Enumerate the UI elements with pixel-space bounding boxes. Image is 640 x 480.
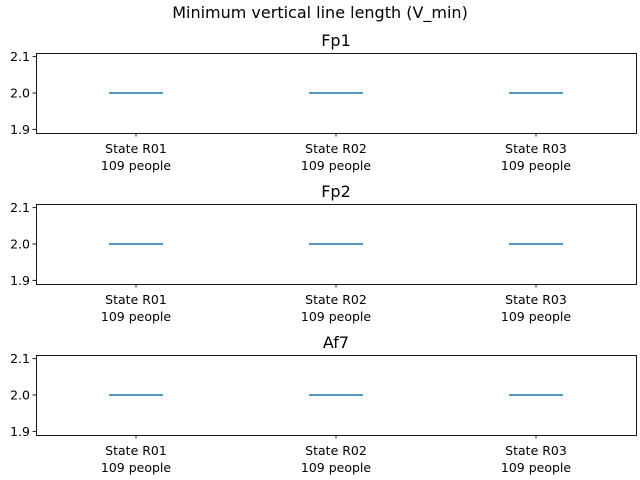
x-tick-label: State R03 [505,443,567,458]
panel-af7: Af7 1.9 2.0 2.1 State R01 109 people State R02… [10,333,637,475]
panel-title: Fp1 [321,31,351,50]
x-tick-sublabel: 109 people [501,309,572,324]
subplots: Fp1 1.9 2.0 2.1 State R01 109 people State R02… [10,31,637,475]
figure-title: Minimum vertical line length (V_min) [172,3,468,23]
y-tick-label: 1.9 [10,122,30,137]
x-tick-label: State R03 [505,292,567,307]
axes-frame [36,204,637,285]
panel-title: Af7 [323,333,349,352]
x-tick-sublabel: 109 people [101,158,172,173]
x-tick-label: State R01 [105,443,167,458]
x-tick-label: State R03 [505,141,567,156]
x-tick-sublabel: 109 people [301,309,372,324]
y-tick-label: 2.1 [10,351,30,366]
x-tick-label: State R02 [305,292,367,307]
x-tick-sublabel: 109 people [101,309,172,324]
y-tick-label: 2.1 [10,200,30,215]
y-tick-label: 1.9 [10,424,30,439]
x-tick-label: State R02 [305,443,367,458]
panel-fp1: Fp1 1.9 2.0 2.1 State R01 109 people State R02… [10,31,637,173]
x-tick-label: State R02 [305,141,367,156]
panel-title: Fp2 [321,182,351,201]
y-tick-label: 2.0 [10,237,30,252]
y-tick-label: 2.0 [10,86,30,101]
x-tick-label: State R01 [105,141,167,156]
y-tick-label: 2.1 [10,49,30,64]
x-tick-sublabel: 109 people [501,158,572,173]
y-tick-label: 1.9 [10,273,30,288]
x-tick-sublabel: 109 people [301,460,372,475]
x-tick-sublabel: 109 people [501,460,572,475]
x-tick-sublabel: 109 people [101,460,172,475]
y-tick-label: 2.0 [10,388,30,403]
axes-frame [36,355,637,436]
x-tick-sublabel: 109 people [301,158,372,173]
axes-frame [36,53,637,134]
panel-fp2: Fp2 1.9 2.0 2.1 State R01 109 people State R02… [10,182,637,324]
x-tick-label: State R01 [105,292,167,307]
